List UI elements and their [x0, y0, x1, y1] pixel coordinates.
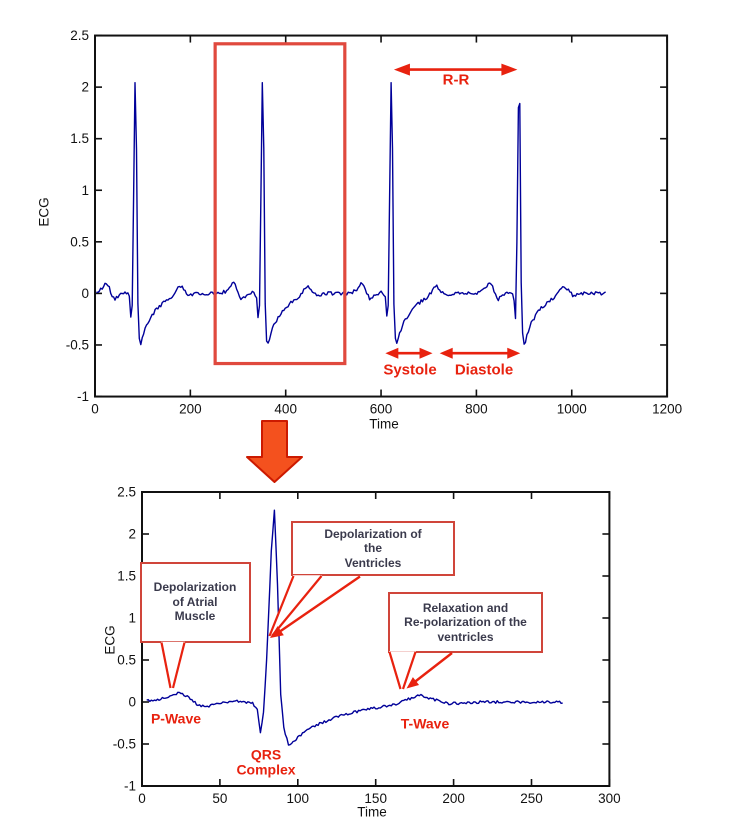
svg-text:0: 0: [138, 791, 146, 806]
svg-text:-1: -1: [124, 779, 136, 794]
svg-text:200: 200: [442, 791, 465, 806]
svg-text:1: 1: [81, 183, 89, 198]
svg-text:250: 250: [520, 791, 543, 806]
svg-text:200: 200: [179, 402, 202, 417]
callout-ventricle-depolarization: Depolarization of the Ventricles: [291, 521, 455, 576]
svg-text:2.5: 2.5: [70, 28, 89, 43]
svg-text:1.5: 1.5: [70, 131, 89, 146]
svg-text:2: 2: [128, 527, 136, 542]
svg-text:600: 600: [370, 402, 393, 417]
svg-text:100: 100: [287, 791, 310, 806]
rr-interval-label: R-R: [442, 71, 470, 89]
qrs-complex-label: QRS Complex: [236, 746, 296, 778]
ecg-waveform-full-ecg: [96, 81, 606, 346]
diastole-label: Diastole: [454, 361, 514, 379]
svg-text:-0.5: -0.5: [113, 737, 136, 752]
svg-text:-0.5: -0.5: [66, 337, 89, 352]
t-wave-label: T-Wave: [400, 715, 450, 732]
svg-text:0.5: 0.5: [117, 653, 136, 668]
svg-text:0.5: 0.5: [70, 234, 89, 249]
callout-atrial-depolarization: Depolarization of Atrial Muscle: [139, 561, 251, 643]
svg-text:0: 0: [91, 402, 99, 417]
svg-text:150: 150: [364, 791, 387, 806]
callout-ventricle-repolarization: Relaxation and Re-polarization of the ve…: [388, 592, 543, 653]
top-chart-ylabel: ECG: [36, 197, 52, 227]
svg-text:1.5: 1.5: [117, 569, 136, 584]
svg-text:800: 800: [465, 402, 488, 417]
svg-text:2.5: 2.5: [117, 485, 136, 500]
top-chart-xlabel: Time: [369, 416, 399, 432]
svg-text:1200: 1200: [652, 402, 682, 417]
bottom-chart-ylabel: ECG: [102, 625, 118, 655]
bottom-chart-xlabel: Time: [357, 804, 387, 820]
svg-text:1000: 1000: [557, 402, 587, 417]
p-wave-label: P-Wave: [150, 710, 202, 727]
svg-text:0: 0: [128, 695, 136, 710]
full-ecg-axes: 0 200 400 600 800 1000 1200 -1 -0.5 0 0.5 1 1.5 2 2.5: [66, 28, 682, 417]
svg-text:-1: -1: [77, 389, 89, 404]
ecg-waveform-single-beat: [146, 509, 563, 746]
svg-text:2: 2: [81, 80, 89, 95]
systole-label: Systole: [383, 361, 437, 379]
svg-text:400: 400: [274, 402, 297, 417]
svg-text:1: 1: [128, 611, 136, 626]
svg-text:0: 0: [81, 286, 89, 301]
svg-text:300: 300: [598, 791, 621, 806]
svg-text:50: 50: [212, 791, 227, 806]
